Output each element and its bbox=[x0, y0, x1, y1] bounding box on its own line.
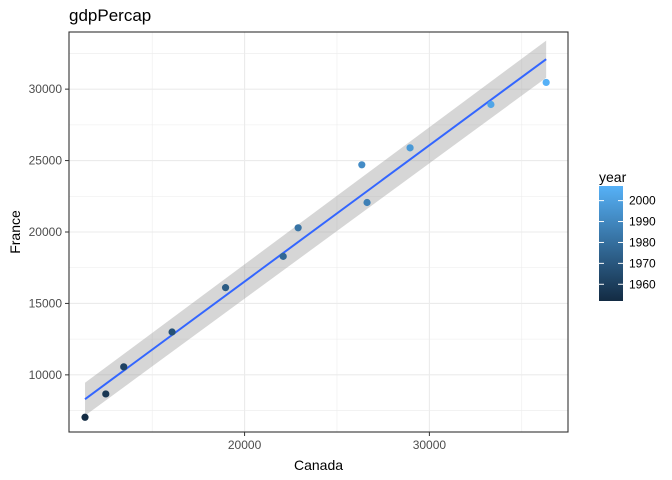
data-point bbox=[487, 100, 495, 109]
legend-tick-label: 1960 bbox=[629, 277, 656, 291]
y-tick-label: 30000 bbox=[29, 82, 63, 96]
x-tick-label: 30000 bbox=[413, 438, 447, 452]
data-point bbox=[542, 78, 550, 87]
legend-title: year bbox=[599, 169, 627, 185]
x-tick-label: 20000 bbox=[228, 438, 262, 452]
legend-tick-label: 2000 bbox=[629, 194, 656, 208]
data-point bbox=[102, 390, 110, 398]
y-tick-label: 20000 bbox=[29, 225, 63, 239]
trend-line bbox=[84, 58, 547, 400]
data-point bbox=[279, 252, 287, 260]
legend-tick-label: 1980 bbox=[629, 235, 656, 249]
data-point bbox=[358, 161, 366, 169]
y-tick-label: 25000 bbox=[29, 154, 63, 168]
y-tick-label: 10000 bbox=[29, 368, 63, 382]
data-point bbox=[81, 413, 89, 421]
data-point bbox=[120, 363, 128, 371]
data-point bbox=[363, 198, 371, 207]
data-point bbox=[294, 224, 302, 232]
legend-tick-label: 1990 bbox=[629, 215, 656, 229]
legend: year 1960 1970 1980 1990 2000 bbox=[599, 169, 656, 301]
data-point bbox=[406, 144, 414, 152]
data-point bbox=[221, 284, 230, 292]
y-axis-title: France bbox=[7, 210, 23, 254]
chart-title: gdpPercap bbox=[69, 6, 152, 25]
x-axis-title: Canada bbox=[294, 457, 343, 473]
legend-tick-label: 1970 bbox=[629, 256, 656, 270]
data-point bbox=[168, 328, 176, 336]
y-tick-label: 15000 bbox=[29, 296, 63, 310]
colorbar bbox=[599, 186, 623, 301]
